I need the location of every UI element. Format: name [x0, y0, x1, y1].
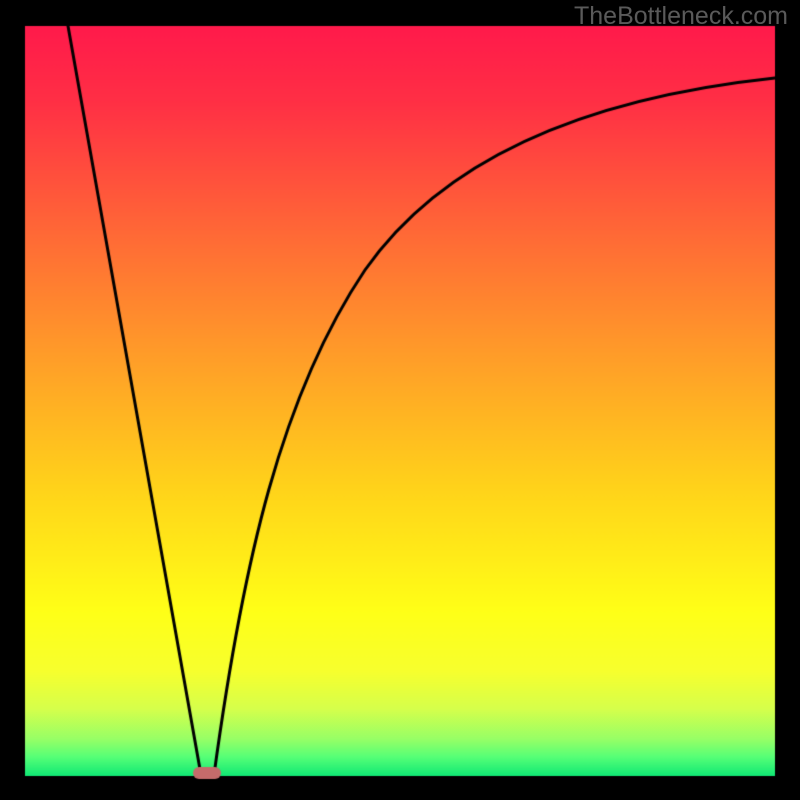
chart-container: TheBottleneck.com [0, 0, 800, 800]
watermark-text: TheBottleneck.com [574, 2, 788, 31]
bottleneck-chart-canvas [0, 0, 800, 800]
